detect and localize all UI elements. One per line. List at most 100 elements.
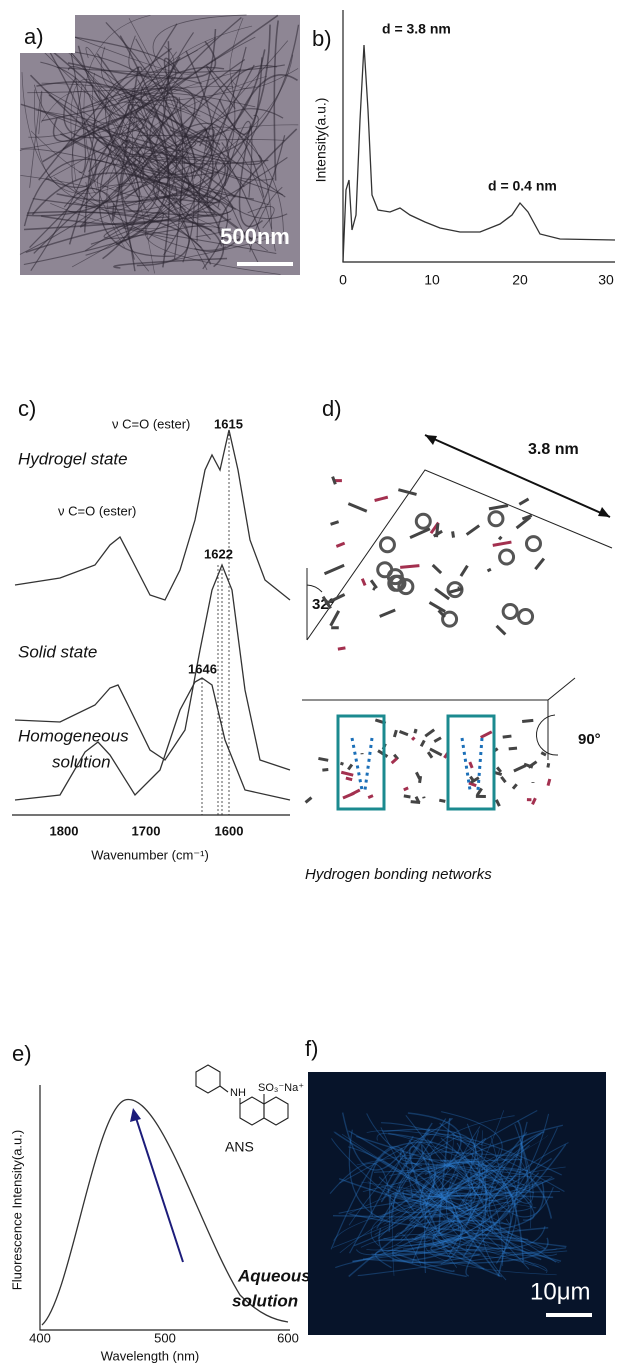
x-tick-label: 1600 bbox=[215, 823, 244, 838]
panel-label: b) bbox=[312, 26, 332, 51]
texture bbox=[500, 550, 514, 564]
texture bbox=[429, 602, 445, 611]
texture bbox=[497, 626, 506, 635]
highlight-box bbox=[338, 716, 384, 809]
panel-label: f) bbox=[305, 1036, 318, 1061]
angle-arc bbox=[307, 585, 322, 592]
texture bbox=[513, 784, 517, 788]
texture bbox=[378, 563, 392, 577]
annotation: 1622 bbox=[204, 546, 233, 561]
texture bbox=[341, 772, 353, 775]
texture bbox=[443, 612, 457, 626]
x-tick-label: 20 bbox=[512, 272, 528, 288]
texture bbox=[514, 766, 526, 771]
x-tick-label: 30 bbox=[598, 272, 614, 288]
texture bbox=[434, 738, 441, 742]
x-tick-label: 400 bbox=[29, 1330, 51, 1345]
texture bbox=[306, 798, 312, 803]
arrow-head bbox=[598, 507, 610, 517]
texture bbox=[400, 566, 419, 568]
texture bbox=[375, 497, 388, 500]
texture bbox=[519, 499, 528, 504]
texture bbox=[501, 777, 505, 782]
x-tick-label: 1800 bbox=[50, 823, 79, 838]
annotation: 1646 bbox=[188, 661, 217, 676]
texture bbox=[368, 796, 373, 798]
texture bbox=[462, 738, 470, 790]
texture bbox=[496, 800, 499, 806]
x-tick-label: 1700 bbox=[132, 823, 161, 838]
texture bbox=[392, 758, 397, 763]
x-tick-label: 600 bbox=[277, 1330, 299, 1345]
texture bbox=[478, 738, 482, 790]
texture bbox=[467, 526, 480, 535]
molecule-name: ANS bbox=[225, 1139, 254, 1155]
texture bbox=[348, 504, 366, 512]
texture bbox=[425, 730, 434, 737]
texture bbox=[430, 749, 442, 755]
texture bbox=[416, 772, 419, 778]
texture bbox=[519, 609, 533, 623]
texture bbox=[489, 512, 503, 526]
texture bbox=[470, 762, 472, 768]
annotation: Homogeneous bbox=[18, 726, 129, 745]
frame bbox=[307, 470, 612, 640]
texture bbox=[362, 579, 365, 586]
x-tick-label: 500 bbox=[154, 1330, 176, 1345]
texture bbox=[416, 514, 430, 528]
texture bbox=[380, 610, 395, 616]
texture bbox=[453, 531, 454, 537]
texture bbox=[469, 783, 476, 786]
angle-arc bbox=[536, 715, 558, 755]
y-axis-label: Intensity(a.u.) bbox=[313, 98, 329, 183]
annotation: ν C=O (ester) bbox=[112, 416, 190, 431]
panel-label: c) bbox=[18, 396, 36, 421]
panel-label: e) bbox=[12, 1041, 32, 1066]
texture bbox=[493, 542, 512, 545]
texture bbox=[412, 737, 414, 740]
group-label: NH bbox=[230, 1087, 246, 1099]
y-axis-label: Fluorescence Intensity(a.u.) bbox=[9, 1130, 24, 1290]
texture bbox=[503, 604, 517, 618]
annotation: Aqueous bbox=[237, 1266, 311, 1285]
frame bbox=[302, 678, 575, 700]
texture bbox=[428, 752, 432, 758]
texture bbox=[509, 748, 517, 749]
texture bbox=[394, 730, 396, 737]
texture bbox=[535, 559, 544, 570]
annotation: 3.8 nm bbox=[528, 441, 579, 458]
texture bbox=[380, 538, 394, 552]
axes bbox=[343, 10, 615, 262]
texture bbox=[489, 505, 508, 508]
texture bbox=[333, 477, 336, 485]
arrow-head bbox=[130, 1108, 141, 1122]
texture bbox=[324, 565, 344, 573]
panel-label: a) bbox=[24, 24, 44, 49]
texture bbox=[346, 778, 352, 780]
annotation: ν C=O (ester) bbox=[58, 503, 136, 518]
texture bbox=[404, 796, 411, 797]
annotation: solution bbox=[232, 1291, 298, 1310]
arrow-head bbox=[425, 435, 437, 445]
texture bbox=[481, 732, 492, 738]
texture bbox=[503, 736, 512, 737]
arrow bbox=[136, 1118, 183, 1262]
texture bbox=[338, 648, 346, 649]
x-tick-label: 10 bbox=[424, 272, 440, 288]
molecular-model bbox=[306, 477, 550, 807]
texture bbox=[497, 767, 501, 772]
x-axis-label: Wavenumber (cm⁻¹) bbox=[91, 847, 209, 862]
texture bbox=[488, 569, 491, 571]
texture bbox=[532, 798, 535, 804]
panel-label: d) bbox=[322, 396, 342, 421]
texture bbox=[433, 565, 441, 573]
texture bbox=[548, 763, 549, 767]
texture bbox=[352, 738, 362, 790]
figure: a) 500nm b) Intensity(a.u.) 0 10 20 30 d… bbox=[0, 0, 621, 1365]
texture bbox=[336, 543, 344, 546]
texture bbox=[499, 537, 501, 540]
annotation: 90° bbox=[578, 731, 601, 748]
texture bbox=[331, 522, 339, 525]
texture bbox=[371, 580, 377, 588]
annotation: d = 3.8 nm bbox=[382, 21, 451, 37]
